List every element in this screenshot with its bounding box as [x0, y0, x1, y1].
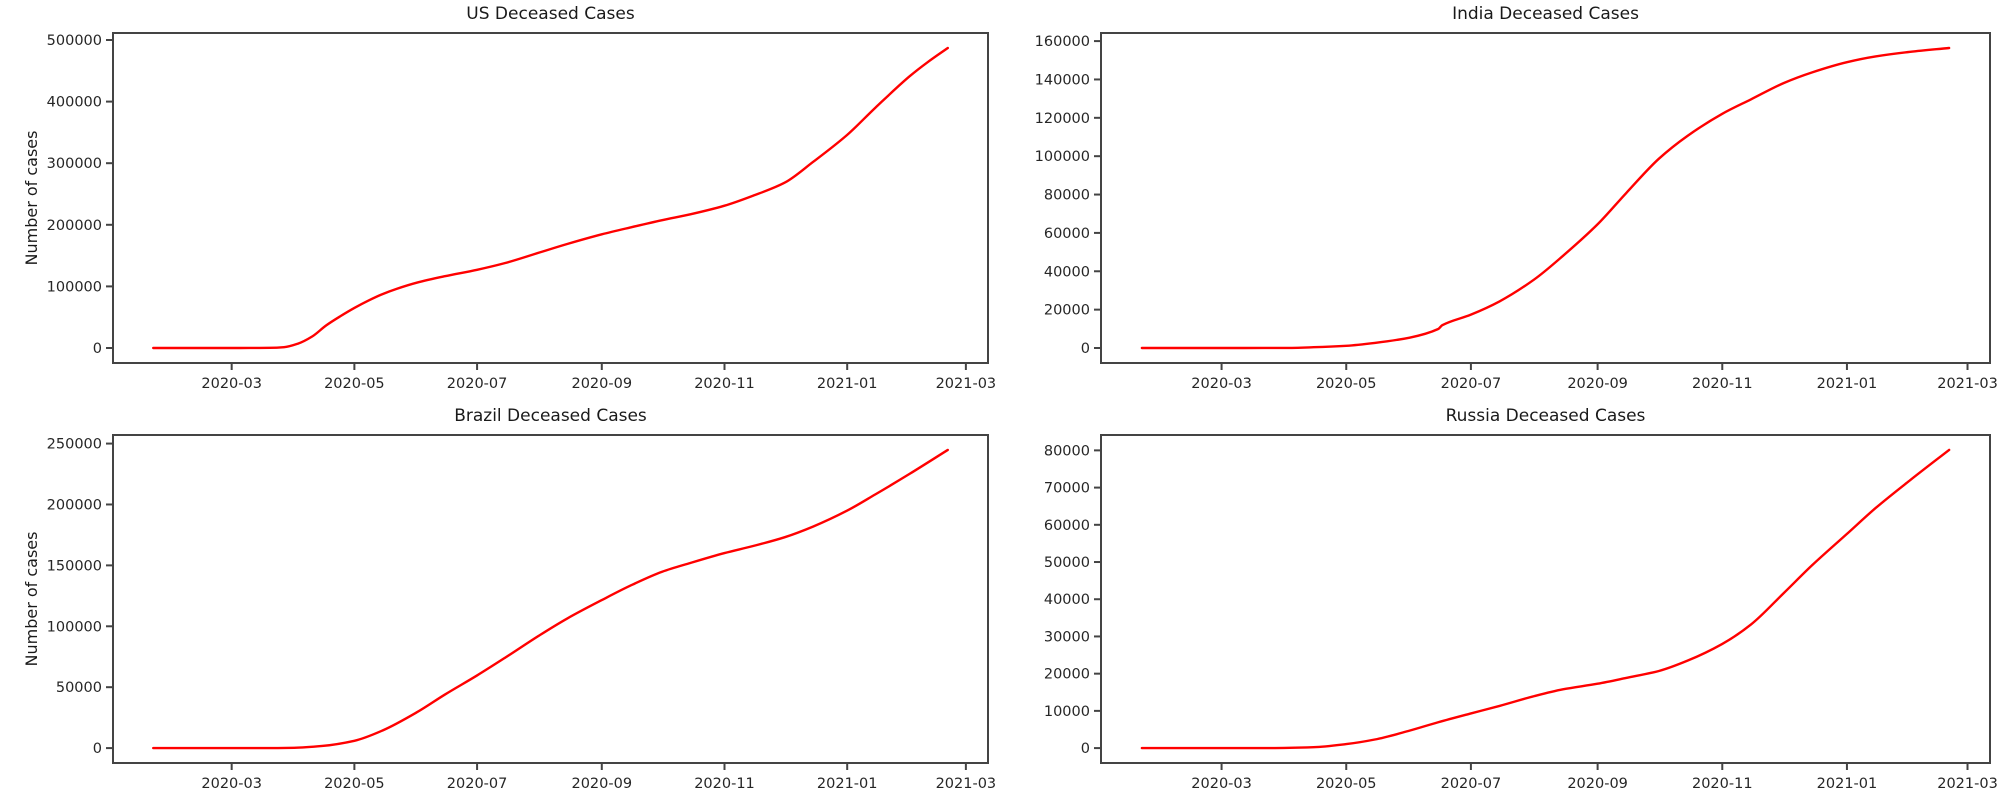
y-axis-label: Number of cases	[22, 130, 41, 266]
x-tick-label: 2020-07	[1441, 376, 1502, 392]
plot-border	[112, 434, 989, 764]
y-tick-label: 500000	[47, 33, 102, 49]
y-tick-label: 20000	[1044, 667, 1090, 683]
x-tick-label: 2021-01	[1817, 776, 1878, 792]
y-tick-label: 0	[93, 341, 102, 357]
plot-border	[1100, 434, 1991, 764]
y-tick-label: 80000	[1044, 443, 1090, 459]
y-tick-label: 70000	[1044, 481, 1090, 497]
x-tick-label: 2021-01	[817, 376, 878, 392]
x-tick-label: 2021-03	[1937, 776, 1998, 792]
x-tick-label: 2020-05	[1316, 376, 1377, 392]
x-tick-label: 2021-01	[817, 776, 878, 792]
y-tick-label: 60000	[1044, 518, 1090, 534]
x-tick-label: 2021-03	[1937, 376, 1998, 392]
subplot-us-deceased: 0 100000 200000 300000 400000 500000 2020-03 20…	[0, 0, 1002, 397]
x-tick-label: 2020-03	[1191, 376, 1252, 392]
deceased-cases-line	[152, 448, 949, 750]
deceased-cases-line	[152, 46, 949, 350]
x-tick-label: 2020-03	[201, 376, 262, 392]
subplot-russia-deceased: 0 10000 20000 30000 40000 50000 60000 70000 8000…	[1002, 397, 2005, 795]
x-tick-label: 2020-05	[1316, 776, 1377, 792]
y-tick-label: 200000	[47, 497, 102, 513]
y-tick-label: 50000	[1044, 555, 1090, 571]
x-tick-label: 2020-11	[1692, 776, 1753, 792]
deceased-cases-line	[1140, 46, 1951, 350]
subplot-brazil-deceased: 0 50000 100000 150000 200000 250000 2020-03 202…	[0, 397, 1002, 795]
y-tick-label: 40000	[1044, 264, 1090, 280]
y-tick-label: 100000	[47, 619, 102, 635]
x-tick-label: 2020-09	[571, 376, 632, 392]
us-deceased-chart: 0 100000 200000 300000 400000 500000 2020-03 20…	[47, 32, 997, 392]
x-tick-label: 2020-11	[694, 776, 755, 792]
brazil-deceased-chart: 0 50000 100000 150000 200000 250000 2020-03 202…	[47, 434, 997, 792]
y-tick-label: 140000	[1035, 72, 1090, 88]
y-tick-label: 80000	[1044, 188, 1090, 204]
x-tick-label: 2020-05	[324, 776, 385, 792]
plot-border	[1100, 32, 1991, 364]
y-tick-label: 300000	[47, 156, 102, 172]
y-tick-label: 0	[93, 741, 102, 757]
y-tick-label: 20000	[1044, 303, 1090, 319]
x-tick-label: 2020-09	[571, 776, 632, 792]
chart-title: India Deceased Cases	[1452, 4, 1639, 24]
y-axis-label: Number of cases	[22, 531, 41, 667]
y-tick-label: 160000	[1035, 34, 1090, 50]
chart-title: Russia Deceased Cases	[1445, 406, 1646, 426]
x-tick-label: 2020-03	[201, 776, 262, 792]
y-tick-label: 400000	[47, 95, 102, 111]
y-tick-label: 100000	[47, 279, 102, 295]
x-tick-label: 2021-03	[936, 376, 997, 392]
y-tick-label: 150000	[47, 558, 102, 574]
y-tick-label: 0	[1081, 341, 1090, 357]
russia-deceased-chart: 0 10000 20000 30000 40000 50000 60000 70000 8000…	[1044, 434, 1998, 792]
y-tick-label: 30000	[1044, 629, 1090, 645]
chart-title: US Deceased Cases	[466, 4, 635, 24]
y-tick-label: 10000	[1044, 704, 1090, 720]
subplot-india-deceased: 0 20000 40000 60000 80000 100000 120000 140000 1…	[1002, 0, 2005, 397]
x-tick-label: 2020-07	[447, 376, 508, 392]
x-tick-label: 2020-11	[694, 376, 755, 392]
x-tick-label: 2020-07	[447, 776, 508, 792]
y-tick-label: 120000	[1035, 111, 1090, 127]
x-tick-label: 2021-03	[936, 776, 997, 792]
y-tick-label: 250000	[47, 437, 102, 453]
x-tick-label: 2020-03	[1191, 776, 1252, 792]
x-tick-label: 2020-05	[324, 376, 385, 392]
x-tick-label: 2020-11	[1692, 376, 1753, 392]
x-tick-label: 2020-07	[1441, 776, 1502, 792]
y-tick-label: 50000	[56, 680, 102, 696]
x-tick-label: 2020-09	[1567, 776, 1628, 792]
y-tick-label: 200000	[47, 218, 102, 234]
chart-title: Brazil Deceased Cases	[454, 406, 647, 426]
x-tick-label: 2020-09	[1567, 376, 1628, 392]
y-tick-label: 60000	[1044, 226, 1090, 242]
deceased-cases-line	[1140, 448, 1951, 750]
x-tick-label: 2021-01	[1817, 376, 1878, 392]
y-tick-label: 40000	[1044, 592, 1090, 608]
plot-border	[112, 32, 989, 364]
y-tick-label: 0	[1081, 741, 1090, 757]
india-deceased-chart: 0 20000 40000 60000 80000 100000 120000 140000 1…	[1035, 32, 1998, 392]
y-tick-label: 100000	[1035, 149, 1090, 165]
